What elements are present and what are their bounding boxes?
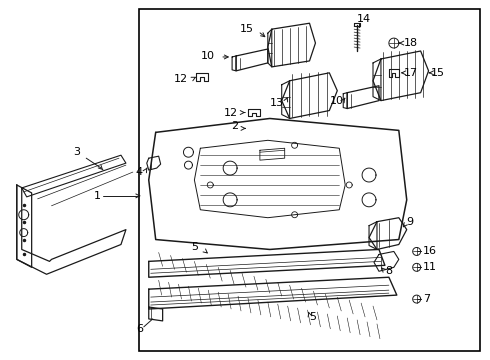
Text: 4: 4 xyxy=(136,167,143,177)
Text: 15: 15 xyxy=(431,68,444,78)
Text: 12: 12 xyxy=(224,108,238,117)
Text: 7: 7 xyxy=(422,294,430,304)
Text: 12: 12 xyxy=(174,74,189,84)
Text: 10: 10 xyxy=(330,96,344,105)
Text: 5: 5 xyxy=(192,243,198,252)
Text: 5: 5 xyxy=(310,312,317,322)
Text: 11: 11 xyxy=(422,262,437,272)
Text: 3: 3 xyxy=(74,147,80,157)
Text: 16: 16 xyxy=(422,247,437,256)
Text: 2: 2 xyxy=(231,121,238,131)
Text: 17: 17 xyxy=(404,68,418,78)
Text: 9: 9 xyxy=(407,217,414,227)
Text: 13: 13 xyxy=(270,98,284,108)
Text: 6: 6 xyxy=(136,324,143,334)
Text: 18: 18 xyxy=(404,38,418,48)
Text: 1: 1 xyxy=(94,191,101,201)
Text: 8: 8 xyxy=(385,266,392,276)
Text: 15: 15 xyxy=(240,24,254,34)
Text: 10: 10 xyxy=(201,51,215,61)
Text: 14: 14 xyxy=(357,14,371,24)
Bar xyxy=(139,9,480,351)
